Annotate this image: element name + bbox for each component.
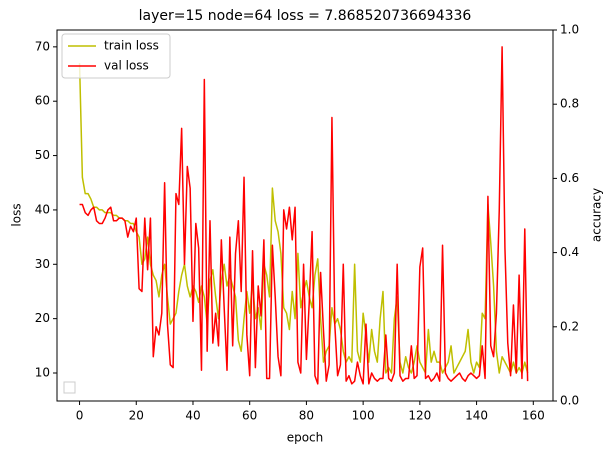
x-tick-label: 0 bbox=[76, 409, 84, 423]
axes-frame bbox=[56, 29, 554, 402]
x-tick-label: 80 bbox=[299, 409, 314, 423]
x-tick-label: 160 bbox=[522, 409, 545, 423]
y2-tick-label: 0.4 bbox=[560, 245, 579, 259]
x-tick-label: 40 bbox=[185, 409, 200, 423]
x-axis-label: epoch bbox=[287, 431, 324, 445]
x-tick-label: 100 bbox=[352, 409, 375, 423]
y-tick-label: 60 bbox=[35, 94, 50, 108]
y2-tick-label: 0.0 bbox=[560, 394, 579, 408]
empty-legend bbox=[63, 381, 76, 394]
x-tick-label: 140 bbox=[465, 409, 488, 423]
x-tick-label: 20 bbox=[129, 409, 144, 423]
legend-label: train loss bbox=[104, 39, 159, 53]
series-line bbox=[79, 46, 529, 385]
y2-tick-label: 1.0 bbox=[560, 23, 579, 37]
series-line bbox=[78, 63, 529, 374]
y-tick-label: 30 bbox=[35, 257, 50, 271]
y-tick-label: 40 bbox=[35, 202, 50, 216]
y-tick-label: 50 bbox=[35, 148, 50, 162]
chart-title: layer=15 node=64 loss = 7.86852073669433… bbox=[139, 8, 472, 24]
legend-label: val loss bbox=[104, 59, 149, 73]
y2-tick-label: 0.8 bbox=[560, 97, 579, 111]
x-tick-label: 120 bbox=[408, 409, 431, 423]
y-tick-label: 20 bbox=[35, 311, 50, 325]
x-tick-label: 60 bbox=[242, 409, 257, 423]
y2-tick-label: 0.2 bbox=[560, 319, 579, 333]
y-tick-label: 10 bbox=[35, 366, 50, 380]
y2-axis-label: accuracy bbox=[590, 188, 604, 242]
y2-tick-label: 0.6 bbox=[560, 171, 579, 185]
legend-box bbox=[61, 33, 171, 79]
y-tick-label: 70 bbox=[35, 39, 50, 53]
y-axis-label: loss bbox=[10, 203, 24, 226]
